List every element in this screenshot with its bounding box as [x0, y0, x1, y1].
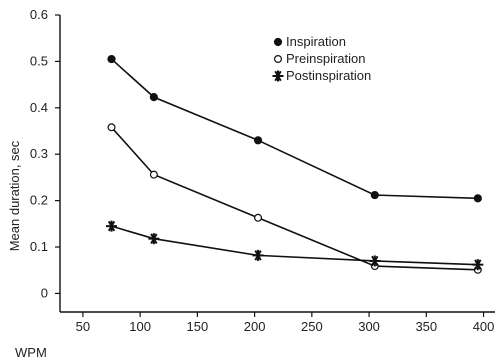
- y-tick-label: 0.1: [30, 239, 48, 254]
- y-tick-label: 0.4: [30, 100, 48, 115]
- y-tick-label: 0.6: [30, 7, 48, 22]
- data-point-inspiration: [149, 93, 158, 102]
- legend-label-preinspiration: Preinspiration: [286, 51, 366, 66]
- data-point-inspiration: [253, 136, 263, 145]
- y-tick-label: 0: [41, 285, 48, 300]
- x-tick-label: 100: [129, 319, 151, 334]
- data-point-preinspiration: [107, 123, 116, 132]
- data-point-postinspiration: [252, 249, 264, 261]
- legend-marker-postinspiration: [272, 70, 284, 82]
- data-point-inspiration: [107, 54, 116, 64]
- data-point-postinspiration: [369, 255, 381, 267]
- data-point-preinspiration: [254, 213, 263, 222]
- legend-marker-inspiration: [273, 37, 283, 47]
- legend-item-inspiration: Inspiration: [273, 34, 346, 49]
- x-tick-label: 400: [473, 319, 495, 334]
- x-tick-label: 300: [358, 319, 380, 334]
- series-line-preinspiration: [110, 126, 478, 271]
- y-axis-label: Mean duration, sec: [7, 140, 22, 251]
- x-tick-label: 50: [76, 319, 90, 334]
- legend-item-preinspiration: Preinspiration: [274, 51, 366, 66]
- series-line-postinspiration: [111, 225, 478, 266]
- legend-marker-preinspiration: [274, 54, 283, 63]
- data-point-inspiration: [473, 194, 482, 203]
- x-tick-label: 350: [415, 319, 437, 334]
- x-axis-ticks: 50 100 150 200 250 300 350 400: [76, 312, 495, 334]
- legend: Inspiration Preinspiration Postinspiration: [272, 34, 371, 83]
- series-postinspiration: [106, 220, 484, 271]
- data-point-postinspiration: [106, 220, 118, 232]
- data-point-postinspiration: [472, 259, 484, 271]
- series-preinspiration: [107, 123, 482, 274]
- x-tick-label: 250: [301, 319, 323, 334]
- series-inspiration: [107, 54, 482, 203]
- axes: [59, 15, 495, 313]
- y-tick-label: 0.5: [30, 53, 48, 68]
- y-axis-ticks: 0 0.1 0.2 0.3 0.4 0.5 0.6: [30, 7, 60, 300]
- x-tick-label: 200: [244, 319, 266, 334]
- data-point-preinspiration: [149, 170, 158, 179]
- legend-label-inspiration: Inspiration: [286, 34, 346, 49]
- legend-item-postinspiration: Postinspiration: [272, 68, 371, 83]
- y-tick-label: 0.3: [30, 146, 48, 161]
- data-point-postinspiration: [148, 233, 160, 245]
- y-tick-label: 0.2: [30, 193, 48, 208]
- data-point-inspiration: [370, 190, 379, 200]
- legend-label-postinspiration: Postinspiration: [286, 68, 371, 83]
- x-tick-label: 150: [187, 319, 209, 334]
- series-layer: [106, 54, 484, 274]
- x-axis-label: WPM: [15, 345, 47, 360]
